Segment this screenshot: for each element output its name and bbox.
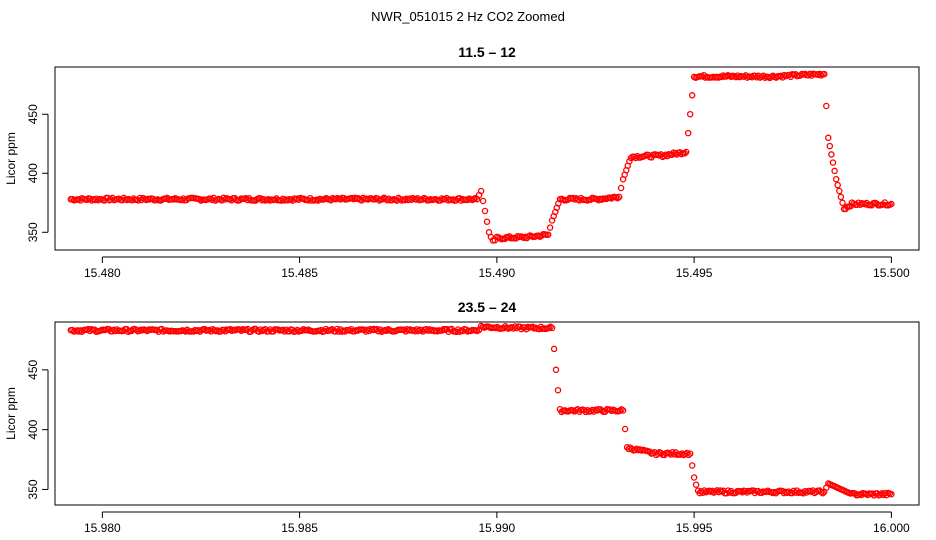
y-axis-label: Licor ppm xyxy=(4,387,18,440)
data-point xyxy=(621,425,629,433)
y-tick-label: 350 xyxy=(26,479,40,499)
data-point xyxy=(825,134,832,142)
data-point xyxy=(834,181,841,189)
panel-title: 23.5 – 24 xyxy=(458,299,517,315)
data-point xyxy=(550,345,558,353)
data-point xyxy=(616,407,624,414)
x-tick-label: 15.480 xyxy=(84,266,121,280)
data-point xyxy=(839,199,846,207)
x-tick-label: 15.995 xyxy=(676,521,713,535)
x-tick-label: 15.490 xyxy=(479,266,516,280)
data-point xyxy=(501,235,509,243)
data-point xyxy=(826,142,834,150)
figure-title: NWR_051015 2 Hz CO2 Zoomed xyxy=(371,9,565,24)
x-tick-label: 15.980 xyxy=(84,521,121,535)
plot-frame xyxy=(54,321,920,506)
data-point xyxy=(546,224,554,231)
data-point xyxy=(888,490,895,498)
data-point xyxy=(682,148,690,156)
data-point xyxy=(821,70,828,78)
data-point xyxy=(544,231,552,238)
data-point xyxy=(823,102,830,110)
y-tick-label: 400 xyxy=(26,419,40,439)
x-tick-label: 15.985 xyxy=(281,521,318,535)
data-point xyxy=(619,407,627,414)
data-point xyxy=(829,159,837,166)
data-point xyxy=(483,218,491,225)
data-point xyxy=(832,175,840,183)
data-point xyxy=(688,92,696,99)
y-tick-label: 400 xyxy=(26,163,40,183)
y-axis-label: Licor ppm xyxy=(4,132,18,185)
data-point xyxy=(615,193,623,201)
plot-frame xyxy=(54,66,920,251)
data-point xyxy=(548,324,556,332)
data-point xyxy=(688,462,696,469)
panel-title: 11.5 – 12 xyxy=(458,44,516,60)
data-point xyxy=(614,194,621,202)
data-point xyxy=(477,187,485,195)
data-point xyxy=(819,489,826,497)
x-tick-label: 15.485 xyxy=(281,266,318,280)
data-point xyxy=(836,187,843,195)
data-point xyxy=(681,150,688,157)
data-point xyxy=(554,386,562,394)
data-point xyxy=(552,366,560,374)
data-point xyxy=(696,489,703,497)
data-point xyxy=(626,157,633,165)
data-point xyxy=(686,450,694,457)
data-point xyxy=(617,184,625,192)
data-point xyxy=(479,197,487,205)
x-tick-label: 15.500 xyxy=(873,266,910,280)
y-tick-label: 350 xyxy=(26,222,40,242)
data-point xyxy=(888,200,895,208)
x-tick-label: 15.495 xyxy=(676,266,713,280)
data-point xyxy=(685,451,692,459)
y-tick-label: 450 xyxy=(26,104,40,124)
data-point xyxy=(828,151,835,158)
data-point xyxy=(837,193,845,201)
x-tick-label: 16.000 xyxy=(873,521,910,535)
data-point xyxy=(831,167,838,175)
data-point xyxy=(481,207,489,215)
data-point xyxy=(692,481,700,488)
data-point xyxy=(684,129,692,137)
x-tick-label: 15.990 xyxy=(479,521,516,535)
y-tick-label: 450 xyxy=(26,360,40,380)
data-point xyxy=(686,110,694,118)
data-point xyxy=(690,474,698,481)
